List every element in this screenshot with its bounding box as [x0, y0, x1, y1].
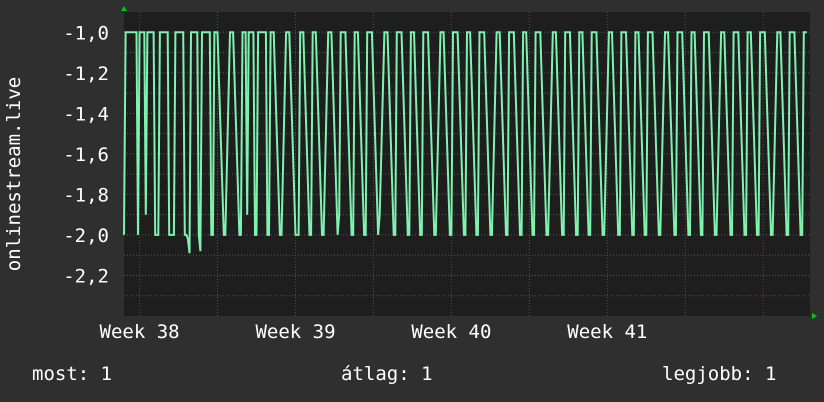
x-tick-label: Week 38: [100, 321, 180, 343]
y-tick-label: -1,0: [63, 22, 109, 44]
y-tick-label: -1,4: [63, 103, 109, 125]
y-tick-label: -2,0: [63, 225, 109, 247]
x-axis-arrow: [812, 313, 817, 319]
x-tick-label: Week 41: [567, 321, 647, 343]
x-tick-label: Week 39: [255, 321, 335, 343]
x-axis-ticks: Week 38 Week 39 Week 40 Week 41: [100, 321, 648, 343]
y-tick-label: -1,8: [63, 184, 109, 206]
stat-best: legjobb: 1: [662, 363, 777, 385]
y-tick-label: -1,2: [63, 63, 109, 85]
y-axis-ticks: -1,0 -1,2 -1,4 -1,6 -1,8 -2,0 -2,2: [63, 22, 109, 287]
y-axis-label: onlinestream.live: [3, 77, 25, 271]
y-tick-label: -1,6: [63, 144, 109, 166]
stat-average: átlag: 1: [341, 363, 433, 385]
x-tick-label: Week 40: [411, 321, 491, 343]
y-tick-label: -2,2: [63, 265, 109, 287]
stat-current: most: 1: [32, 363, 113, 385]
y-axis-arrow: [121, 6, 127, 11]
series-line: [123, 31, 807, 254]
